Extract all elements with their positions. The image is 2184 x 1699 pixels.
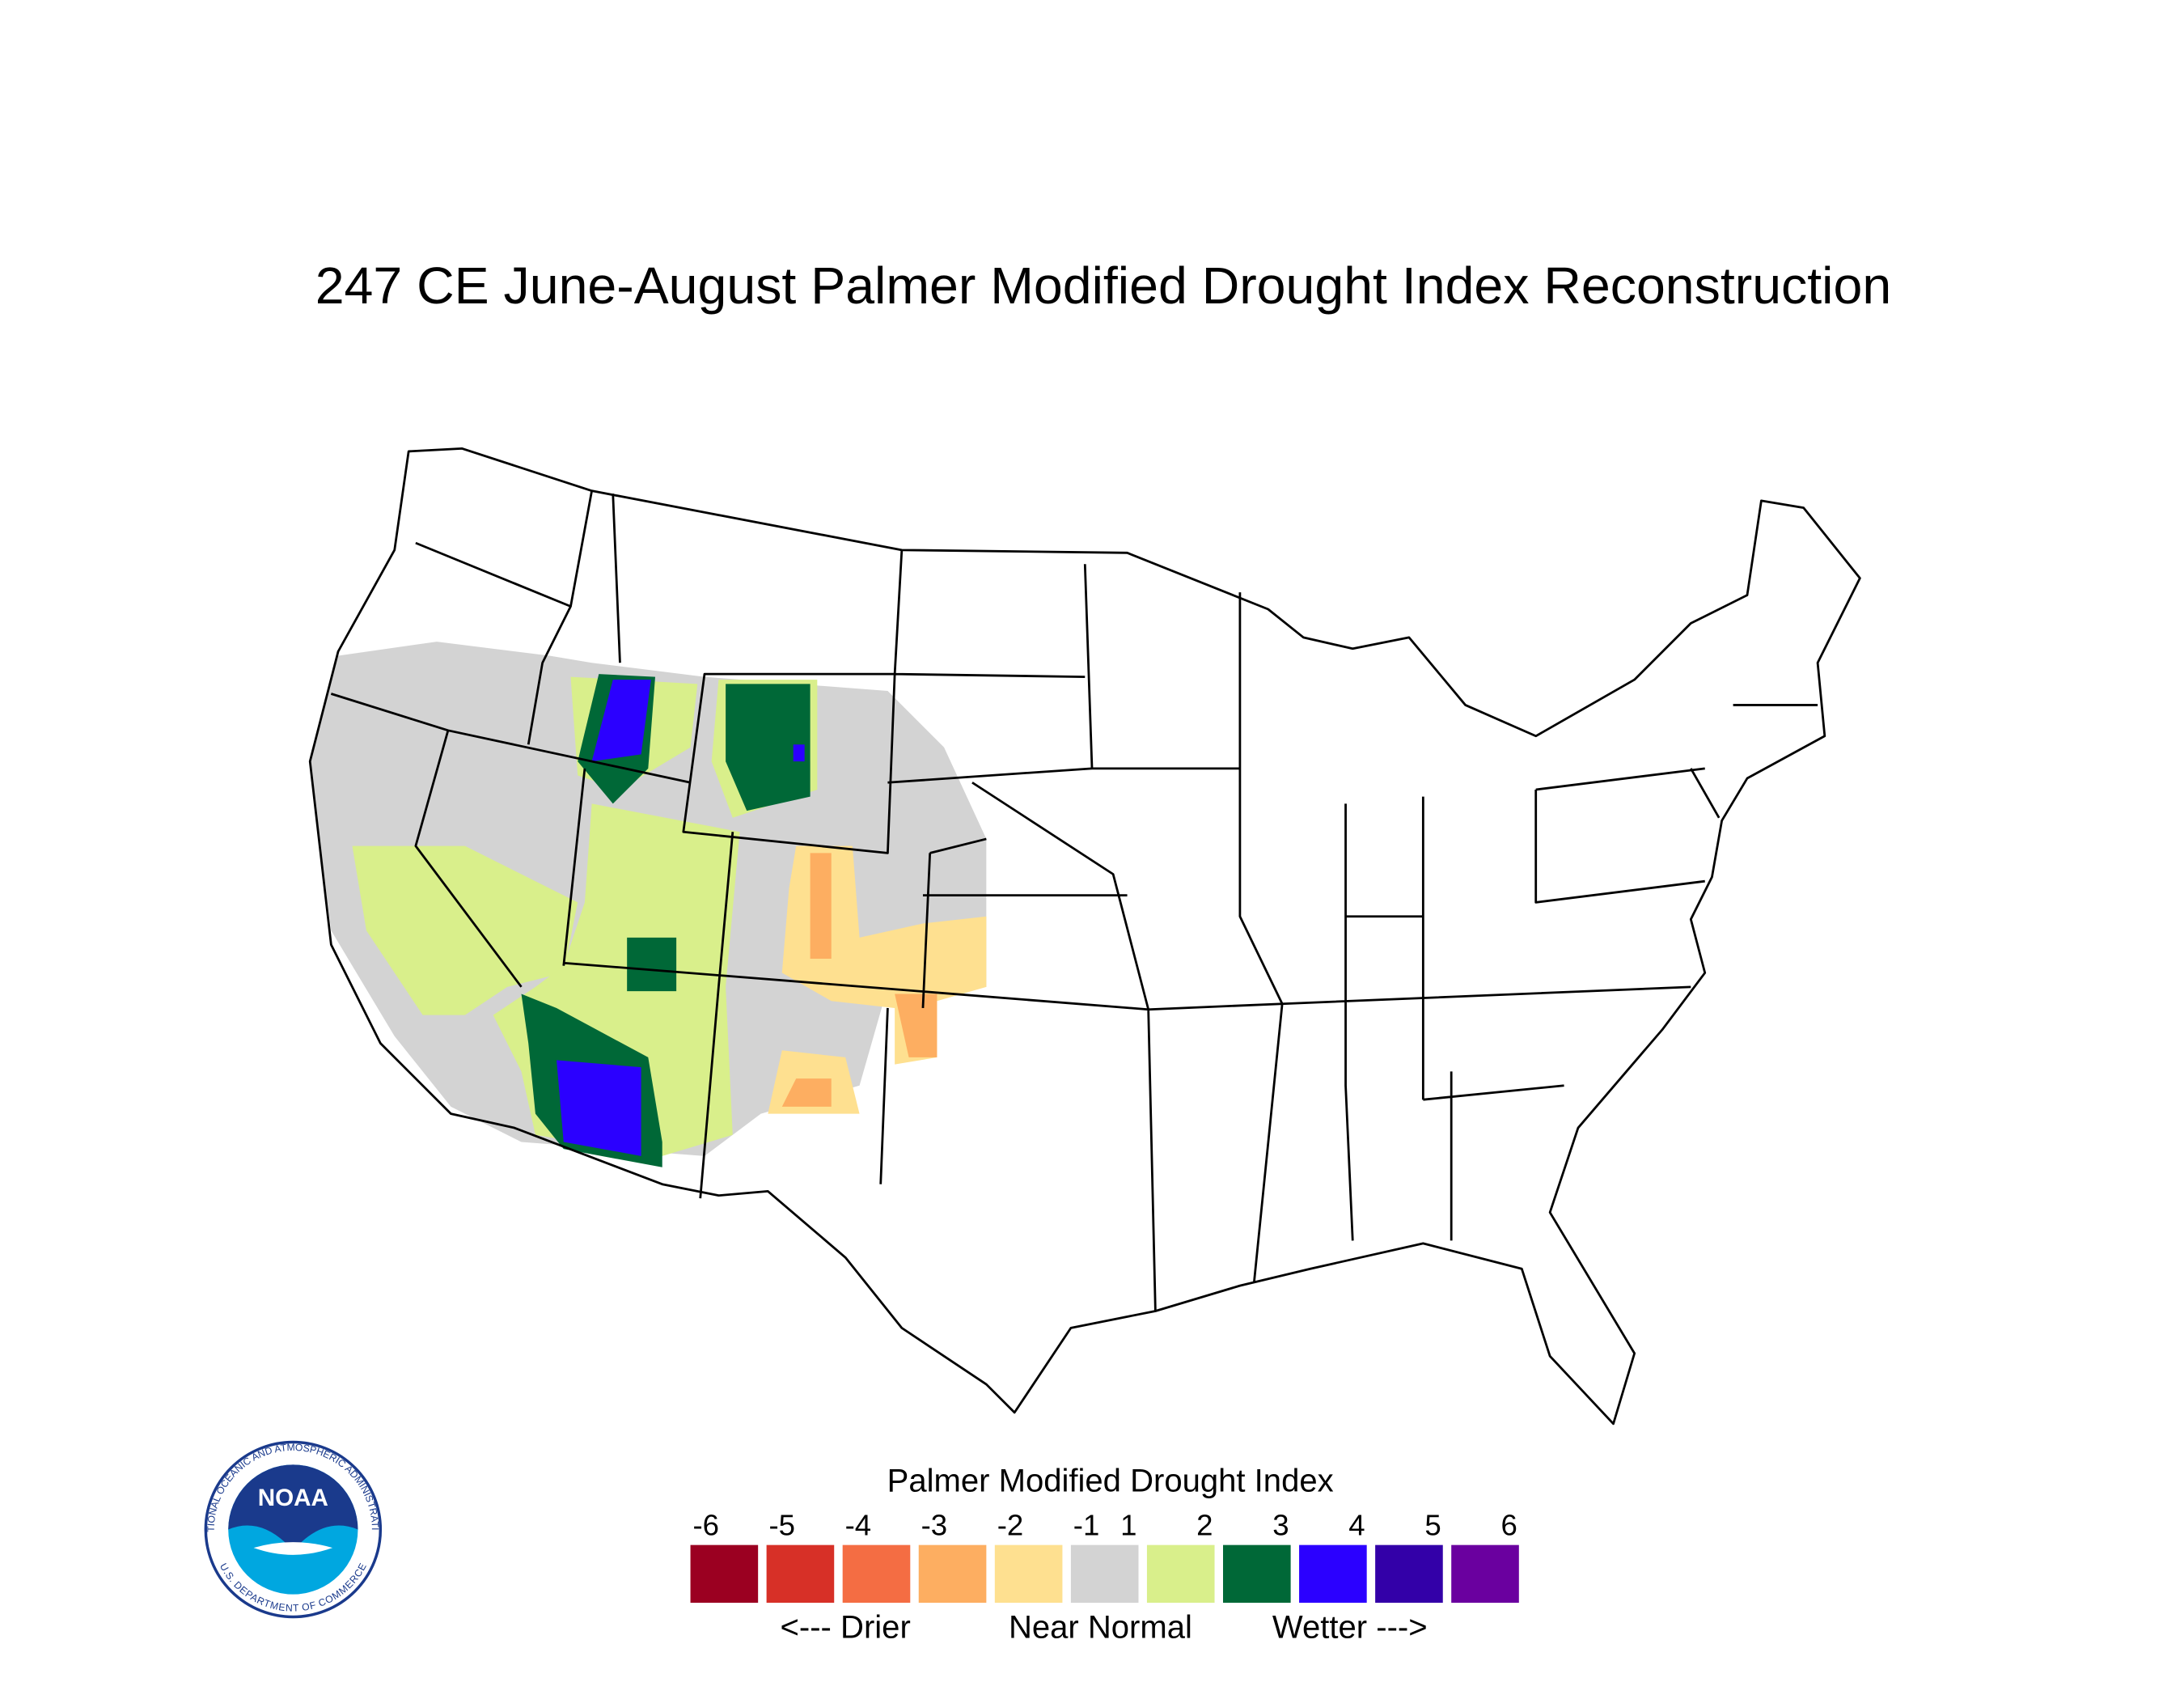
legend-swatch	[1451, 1544, 1519, 1604]
legend-note: <--- Drier	[781, 1610, 911, 1646]
legend-tick: -3	[921, 1508, 948, 1541]
drought-cell	[726, 684, 811, 811]
legend-tick: 2	[1196, 1508, 1213, 1541]
drought-cell	[895, 994, 938, 1057]
legend-swatch	[842, 1544, 911, 1604]
legend-tick: -4	[845, 1508, 872, 1541]
drought-cell	[352, 845, 578, 1015]
legend-swatch	[1070, 1544, 1139, 1604]
legend-swatch	[766, 1544, 835, 1604]
legend-swatch	[690, 1544, 759, 1604]
logo-name: NOAA	[258, 1485, 328, 1511]
drought-cell	[810, 853, 832, 959]
legend-tick: 5	[1424, 1508, 1441, 1541]
drought-cell	[781, 1078, 832, 1107]
legend-swatch	[1146, 1544, 1215, 1604]
legend-tick: -5	[769, 1508, 796, 1541]
legend-tick: -6	[692, 1508, 719, 1541]
legend-tick: -2	[997, 1508, 1024, 1541]
legend-note: Near Normal	[1009, 1610, 1192, 1646]
state-line	[330, 490, 1818, 1311]
us-outline	[308, 447, 1861, 1426]
legend-title: Palmer Modified Drought Index	[887, 1463, 1334, 1498]
state-boundaries	[308, 447, 1861, 1426]
logo-bird	[253, 1542, 333, 1555]
legend-tick: 6	[1500, 1508, 1517, 1541]
title: 247 CE June-August Palmer Modified Droug…	[315, 256, 1891, 315]
legend: Palmer Modified Drought Index -6 -5 -4 -3 -2…	[690, 1463, 1519, 1646]
legend-note: Wetter --->	[1272, 1610, 1428, 1646]
drought-cell	[627, 937, 677, 992]
legend-tick: -1	[1073, 1508, 1100, 1541]
legend-swatch	[918, 1544, 987, 1604]
drought-cell	[557, 1060, 641, 1156]
logo-top	[228, 1464, 358, 1551]
legend-tick: 4	[1348, 1508, 1365, 1541]
legend-swatch	[994, 1544, 1063, 1604]
legend-tick: 1	[1120, 1508, 1136, 1541]
legend-swatch	[1299, 1544, 1367, 1604]
legend-swatch	[1223, 1544, 1291, 1604]
legend-swatch	[1375, 1544, 1443, 1604]
legend-tick: 3	[1272, 1508, 1289, 1541]
drought-cell	[793, 744, 805, 762]
drought-cell	[591, 680, 651, 762]
